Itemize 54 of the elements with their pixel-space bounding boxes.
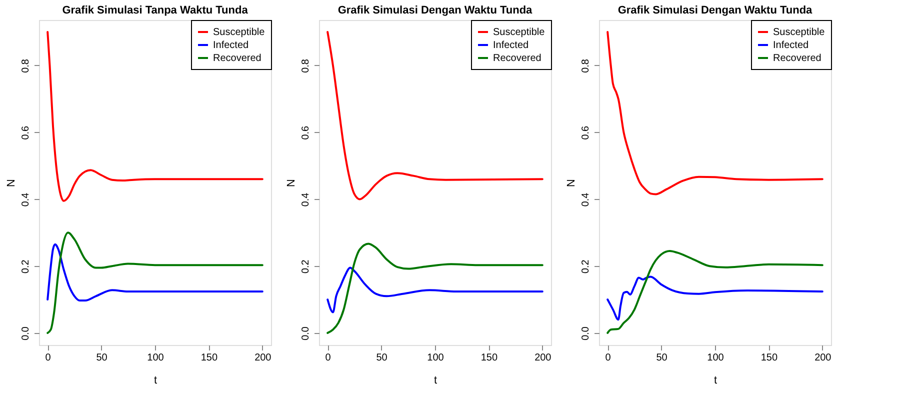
y-tick-label: 0.2 — [580, 259, 592, 274]
line-series — [46, 243, 264, 302]
x-tick-label: 0 — [45, 352, 52, 364]
x-tick-label: 50 — [376, 352, 388, 364]
x-tick-label: 50 — [96, 352, 108, 364]
y-tick-label: 0.6 — [20, 125, 32, 140]
y-axis-title: N — [6, 178, 18, 187]
line-series — [606, 276, 824, 321]
line-series — [46, 232, 264, 334]
chart-title: Grafik Simulasi Tanpa Waktu Tunda — [62, 4, 249, 16]
x-tick-label: 50 — [656, 352, 668, 364]
x-axis-title: t — [714, 374, 718, 386]
y-tick-label: 0.4 — [580, 192, 592, 207]
y-tick-label: 0.4 — [20, 192, 32, 207]
legend-label: Infected — [213, 40, 249, 51]
chart-title: Grafik Simulasi Dengan Waktu Tunda — [338, 4, 534, 16]
y-tick-label: 0.8 — [580, 58, 592, 73]
legend-label: Infected — [493, 40, 529, 51]
legend-label: Susceptible — [773, 27, 826, 38]
line-series — [606, 250, 824, 334]
y-tick-label: 0.2 — [300, 259, 312, 274]
y-tick-label: 0.0 — [580, 326, 592, 340]
x-axis-title: t — [154, 374, 158, 386]
x-tick-label: 200 — [254, 352, 272, 364]
x-tick-label: 0 — [325, 352, 332, 364]
x-tick-label: 150 — [760, 352, 778, 364]
y-tick-label: 0.6 — [580, 125, 592, 140]
x-tick-label: 100 — [707, 352, 724, 364]
y-tick-label: 0.0 — [20, 326, 32, 340]
legend-label: Susceptible — [213, 27, 266, 38]
legend-label: Recovered — [773, 53, 822, 64]
y-tick-label: 0.4 — [300, 192, 312, 207]
legend-label: Recovered — [213, 53, 262, 64]
x-tick-label: 150 — [200, 352, 218, 364]
x-tick-label: 200 — [534, 352, 552, 364]
x-tick-label: 200 — [814, 352, 832, 364]
x-axis-title: t — [434, 374, 438, 386]
y-tick-label: 0.8 — [20, 58, 32, 73]
y-tick-label: 0.6 — [300, 125, 312, 140]
x-tick-label: 150 — [480, 352, 498, 364]
y-tick-label: 0.8 — [300, 58, 312, 73]
x-tick-label: 100 — [427, 352, 444, 364]
legend-label: Recovered — [493, 53, 542, 64]
line-series — [326, 242, 544, 334]
y-axis-title: N — [286, 178, 298, 187]
line-series — [326, 266, 544, 314]
chart-title: Grafik Simulasi Dengan Waktu Tunda — [618, 4, 814, 16]
y-tick-label: 0.0 — [300, 326, 312, 340]
legend-label: Susceptible — [493, 27, 546, 38]
x-tick-label: 0 — [605, 352, 612, 364]
x-tick-label: 100 — [147, 352, 164, 364]
legend-label: Infected — [773, 40, 809, 51]
y-axis-title: N — [566, 178, 578, 187]
y-tick-label: 0.2 — [20, 259, 32, 274]
